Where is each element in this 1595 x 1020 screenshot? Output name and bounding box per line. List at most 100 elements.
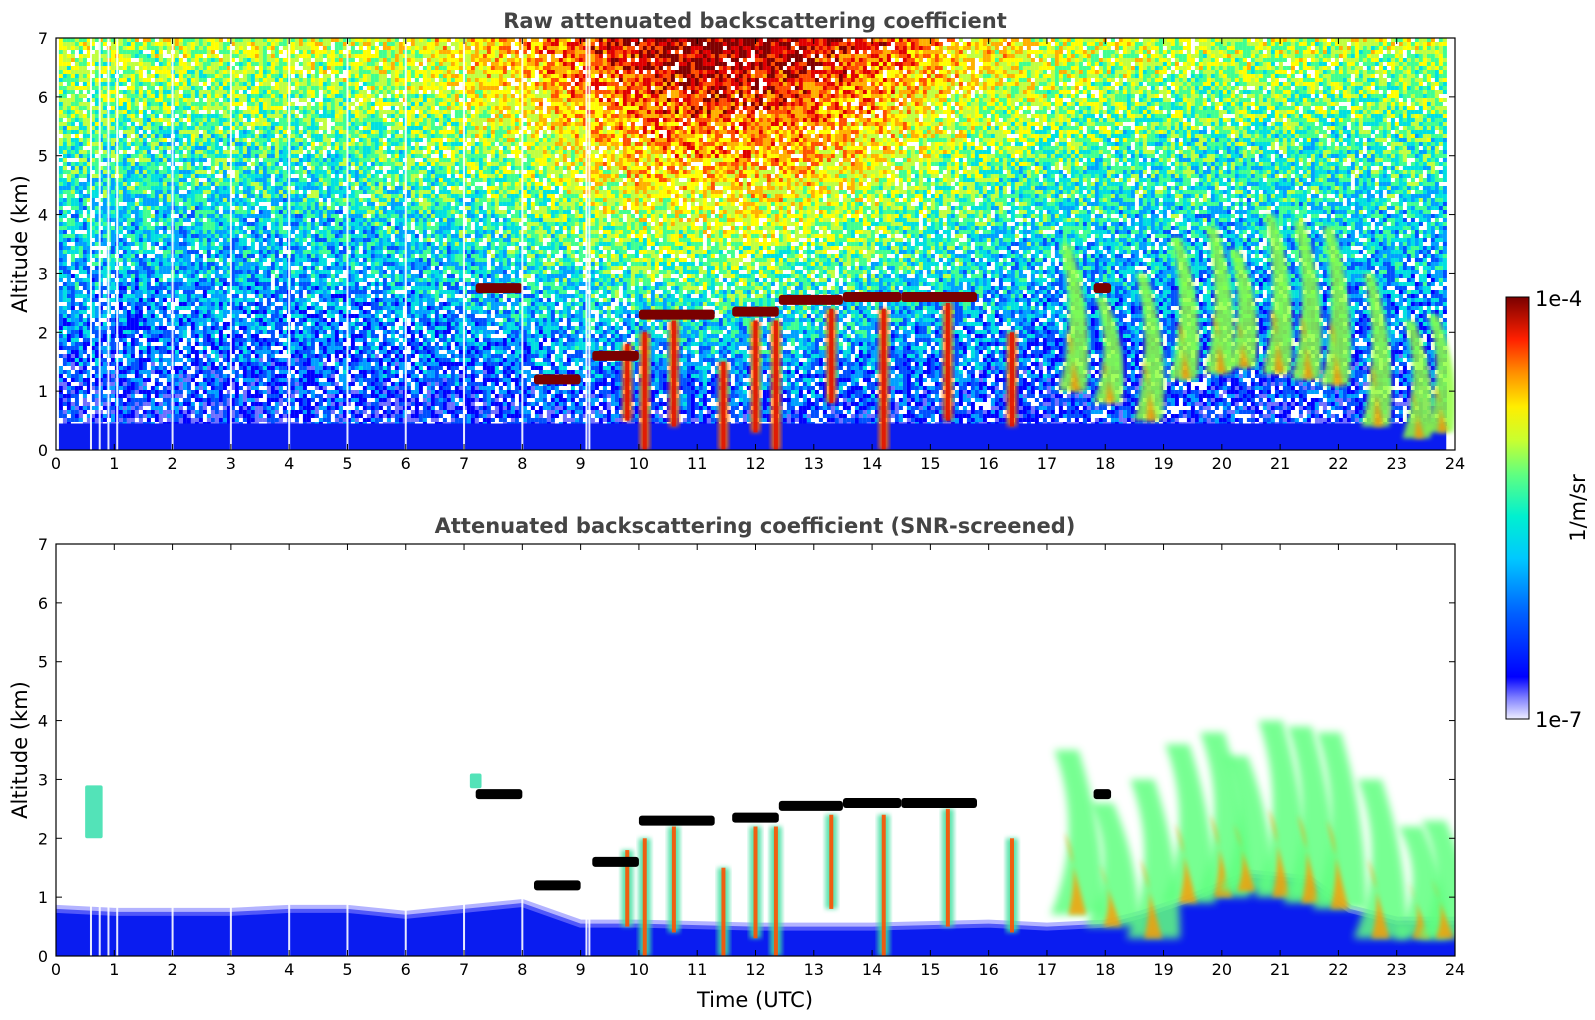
raw-noise-cell	[183, 106, 187, 110]
raw-noise-cell	[279, 166, 283, 170]
raw-noise-cell	[167, 314, 171, 318]
raw-noise-cell	[67, 358, 71, 362]
raw-noise-cell	[95, 242, 99, 246]
raw-noise-cell	[163, 114, 167, 118]
raw-noise-cell	[243, 54, 247, 58]
raw-noise-cell	[291, 178, 295, 182]
raw-noise-cell	[267, 310, 271, 314]
raw-noise-cell	[163, 94, 167, 98]
raw-noise-cell	[123, 166, 127, 170]
raw-noise-cell	[187, 262, 191, 266]
raw-noise-cell	[139, 74, 143, 78]
raw-noise-cell	[147, 170, 151, 174]
raw-noise-cell	[139, 378, 143, 382]
raw-noise-cell	[119, 362, 123, 366]
raw-noise-cell	[267, 110, 271, 114]
raw-noise-cell	[155, 206, 159, 210]
raw-noise-cell	[235, 294, 239, 298]
raw-noise-cell	[155, 238, 159, 242]
raw-noise-cell	[63, 358, 67, 362]
raw-noise-cell	[203, 182, 207, 186]
raw-noise-cell	[151, 270, 155, 274]
raw-noise-cell	[239, 170, 243, 174]
raw-noise-cell	[183, 258, 187, 262]
raw-noise-cell	[223, 418, 227, 422]
raw-noise-cell	[143, 62, 147, 66]
raw-noise-cell	[151, 298, 155, 302]
raw-noise-cell	[199, 70, 203, 74]
raw-noise-cell	[143, 118, 147, 122]
raw-noise-cell	[139, 78, 143, 82]
raw-noise-cell	[243, 114, 247, 118]
raw-noise-cell	[259, 66, 263, 70]
raw-noise-cell	[255, 158, 259, 162]
raw-noise-cell	[119, 190, 123, 194]
raw-noise-cell	[175, 198, 179, 202]
raw-noise-cell	[179, 242, 183, 246]
raw-noise-cell	[103, 158, 107, 162]
raw-noise-cell	[95, 146, 99, 150]
raw-noise-cell	[259, 314, 263, 318]
raw-noise-cell	[119, 330, 123, 334]
raw-noise-cell	[199, 138, 203, 142]
raw-noise-cell	[159, 90, 163, 94]
raw-noise-cell	[219, 414, 223, 418]
raw-noise-cell	[143, 166, 147, 170]
raw-noise-cell	[279, 126, 283, 130]
raw-noise-cell	[207, 370, 211, 374]
raw-noise-cell	[67, 154, 71, 158]
raw-noise-cell	[183, 314, 187, 318]
raw-noise-cell	[75, 102, 79, 106]
raw-noise-cell	[179, 130, 183, 134]
raw-noise-cell	[263, 130, 267, 134]
raw-noise-cell	[223, 194, 227, 198]
raw-noise-cell	[267, 86, 271, 90]
raw-noise-cell	[239, 386, 243, 390]
raw-noise-cell	[155, 338, 159, 342]
raw-noise-cell	[183, 346, 187, 350]
raw-noise-cell	[195, 218, 199, 222]
raw-noise-cell	[131, 418, 135, 422]
raw-noise-cell	[279, 398, 283, 402]
raw-noise-cell	[235, 418, 239, 422]
raw-noise-cell	[235, 302, 239, 306]
raw-noise-cell	[235, 182, 239, 186]
raw-noise-cell	[203, 158, 207, 162]
raw-noise-cell	[187, 54, 191, 58]
raw-noise-cell	[151, 326, 155, 330]
raw-noise-cell	[103, 194, 107, 198]
raw-noise-cell	[259, 242, 263, 246]
raw-noise-cell	[79, 302, 83, 306]
raw-noise-cell	[127, 158, 131, 162]
raw-noise-cell	[263, 342, 267, 346]
raw-noise-cell	[143, 174, 147, 178]
raw-noise-cell	[71, 102, 75, 106]
raw-noise-cell	[283, 118, 287, 122]
raw-noise-cell	[251, 334, 255, 338]
raw-noise-cell	[71, 410, 75, 414]
raw-noise-cell	[183, 82, 187, 86]
raw-noise-cell	[83, 410, 87, 414]
raw-noise-cell	[279, 278, 283, 282]
raw-noise-cell	[167, 146, 171, 150]
raw-noise-cell	[159, 262, 163, 266]
raw-noise-cell	[163, 242, 167, 246]
raw-noise-cell	[279, 306, 283, 310]
raw-noise-cell	[191, 138, 195, 142]
raw-noise-cell	[203, 370, 207, 374]
raw-noise-cell	[155, 154, 159, 158]
raw-noise-cell	[163, 246, 167, 250]
raw-noise-cell	[179, 254, 183, 258]
raw-noise-cell	[151, 58, 155, 62]
raw-noise-cell	[291, 342, 295, 346]
raw-noise-cell	[175, 138, 179, 142]
raw-noise-cell	[239, 274, 243, 278]
raw-noise-cell	[259, 294, 263, 298]
raw-noise-cell	[215, 182, 219, 186]
raw-noise-cell	[71, 226, 75, 230]
raw-noise-cell	[119, 102, 123, 106]
raw-noise-cell	[187, 290, 191, 294]
raw-noise-cell	[75, 318, 79, 322]
raw-noise-cell	[75, 242, 79, 246]
raw-noise-cell	[219, 94, 223, 98]
